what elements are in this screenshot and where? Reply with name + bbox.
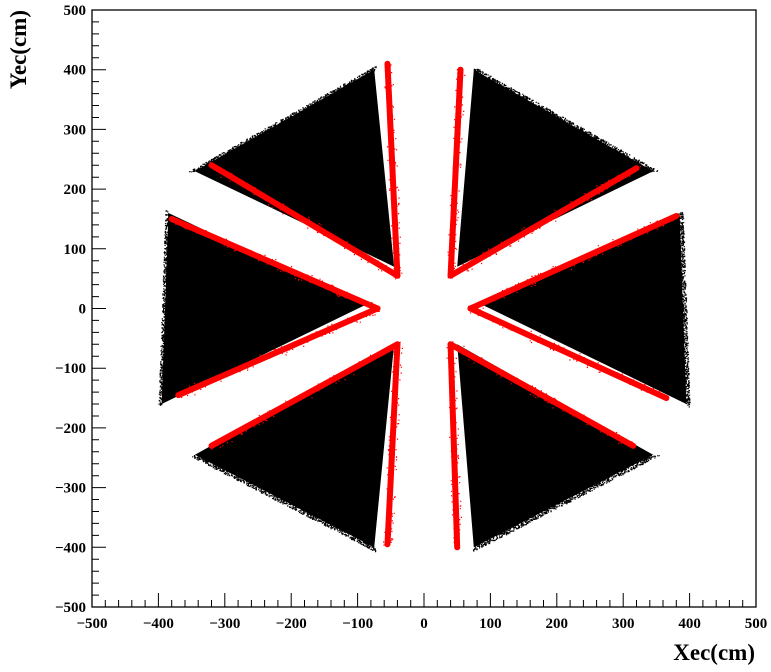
y-tick-label: −400 [55,540,86,556]
tick-marks [91,9,757,608]
x-tick-label: −300 [209,616,240,632]
y-tick-label: −100 [55,361,86,377]
y-tick-label: 200 [64,182,87,198]
red-band-10 [384,341,401,548]
black-scatter-bottom-left [192,455,377,553]
x-tick-label: 100 [479,616,502,632]
black-scatter-top-right [473,68,659,173]
black-scatter-left [158,210,171,406]
x-tick-label: −500 [76,616,107,632]
y-tick-labels: −500 −400 −300 −200 −100 0 100 200 300 400 500 [55,3,86,616]
red-scatter-8 [211,341,401,450]
red-scatter-6 [181,308,377,399]
black-scatter-top-left [189,66,377,173]
x-tick-labels: −500 −400 −300 −200 −100 0 100 200 300 400 500 [76,616,767,632]
x-tick-label: −100 [342,616,373,632]
black-point-cloud [158,66,691,553]
red-scatter-3 [451,165,641,279]
y-tick-label: −500 [55,600,86,616]
red-scatter-4 [175,221,380,312]
black-region-top-right [457,69,654,267]
x-tick-label: 400 [678,616,701,632]
red-band-4 [168,215,381,312]
y-tick-label: 500 [64,3,87,19]
red-band-8 [208,341,401,449]
red-scatter-7 [468,305,666,399]
x-axis-label: Xec(cm) [673,640,755,665]
red-band-7 [467,305,670,402]
y-tick-label: 0 [79,302,87,318]
x-tick-label: −400 [143,616,174,632]
axis-ticks [91,9,757,608]
black-scatter-bottom-right [472,454,660,552]
x-tick-label: 500 [745,616,768,632]
red-band-3 [447,165,640,279]
black-region-bottom-left [194,344,395,548]
y-tick-label: 100 [64,242,87,258]
red-band-11 [447,341,461,551]
red-band-0 [384,60,401,279]
red-point-bands [168,60,680,551]
y-tick-label: 400 [64,63,87,79]
red-band-6 [175,305,381,399]
black-region-right [483,213,687,404]
black-region-left [161,213,365,404]
y-tick-label: −200 [55,421,86,437]
x-tick-label: 0 [420,616,428,632]
black-region-bottom-right [457,344,654,548]
red-scatter-9 [452,341,633,448]
y-tick-label: 300 [64,122,87,138]
black-scatter-right [677,211,691,408]
black-region-top-left [194,69,395,267]
y-axis-label: Yec(cm) [6,10,31,89]
x-tick-label: 200 [546,616,569,632]
red-band-1 [447,66,464,279]
y-tick-label: −300 [55,481,86,497]
x-tick-label: −200 [276,616,307,632]
x-tick-label: 300 [612,616,635,632]
